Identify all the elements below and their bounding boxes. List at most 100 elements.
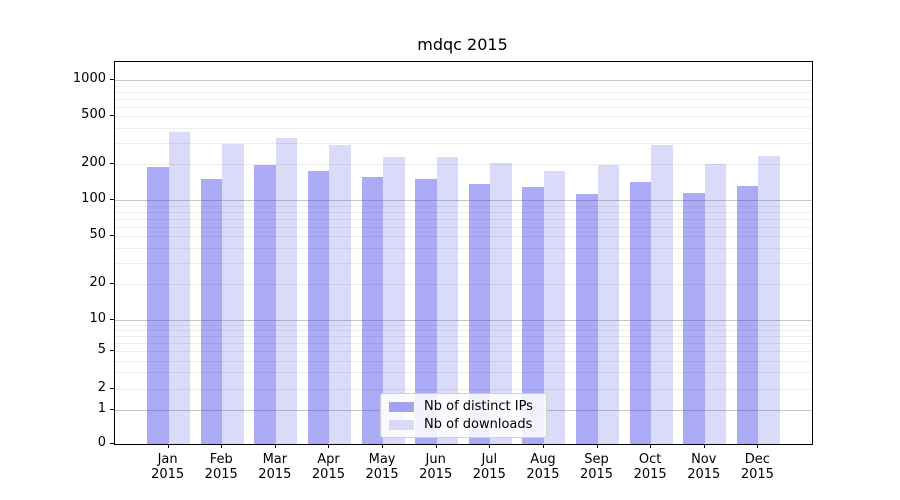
bar-distinct-ips-jan — [147, 166, 169, 444]
x-tick-mark — [596, 444, 598, 448]
bar-distinct-ips-feb — [200, 179, 223, 444]
y-tick-label: 1000 — [72, 71, 106, 87]
x-tick-year: 2015 — [151, 467, 185, 482]
x-tick-label-oct: Oct 2015 — [620, 452, 680, 482]
bar-downloads-dec — [758, 155, 780, 444]
minor-gridline — [115, 218, 812, 220]
x-tick-month: Dec — [744, 452, 770, 467]
bar-distinct-ips-jul — [468, 183, 491, 444]
y-tick-mark — [110, 163, 114, 165]
x-tick-month: Jun — [425, 452, 446, 467]
y-tick-label: 2 — [97, 380, 106, 395]
minor-gridline — [115, 389, 812, 390]
x-tick-month: Jul — [481, 452, 498, 467]
minor-gridline — [115, 106, 812, 108]
x-tick-mark — [489, 444, 491, 448]
minor-gridline — [115, 283, 812, 285]
y-tick-label: 100 — [81, 191, 106, 207]
minor-gridline — [115, 92, 812, 93]
minor-gridline — [115, 343, 812, 345]
legend-row: Nb of distinct IPs — [389, 399, 538, 414]
x-tick-mark — [542, 444, 544, 448]
y-tick-mark — [110, 199, 114, 201]
minor-gridline — [115, 336, 812, 338]
minor-gridline — [115, 324, 812, 326]
x-tick-label-nov: Nov 2015 — [674, 452, 734, 482]
bar-distinct-ips-nov — [683, 192, 705, 444]
legend-row: Nb of downloads — [389, 417, 538, 432]
x-tick-mark — [435, 444, 437, 448]
y-tick-label: 0 — [97, 435, 106, 450]
minor-gridline — [115, 247, 812, 249]
minor-gridline — [115, 211, 812, 213]
y-tick-label: 1 — [97, 401, 106, 416]
x-tick-year: 2015 — [740, 467, 774, 482]
x-tick-year: 2015 — [472, 467, 506, 482]
x-tick-year: 2015 — [258, 467, 292, 482]
plot-area — [114, 61, 813, 445]
bar-downloads-sep — [597, 164, 620, 444]
x-tick-month: May — [368, 452, 396, 467]
x-tick-year: 2015 — [687, 467, 721, 482]
x-tick-month: Mar — [262, 452, 288, 467]
y-tick-label: 50 — [89, 227, 106, 243]
bar-distinct-ips-sep — [576, 194, 598, 444]
x-tick-year: 2015 — [365, 467, 399, 482]
legend-label: Nb of downloads — [424, 417, 533, 432]
bar-downloads-jan — [168, 131, 191, 444]
bar-distinct-ips-oct — [629, 181, 652, 444]
x-tick-label-jun: Jun 2015 — [406, 452, 466, 482]
x-tick-label-jan: Jan 2015 — [138, 452, 198, 482]
x-tick-mark — [221, 444, 223, 448]
minor-gridline — [115, 164, 812, 166]
bar-distinct-ips-may — [361, 177, 384, 444]
y-tick-mark — [110, 409, 114, 410]
bar-distinct-ips-mar — [254, 164, 276, 444]
x-tick-year: 2015 — [419, 467, 453, 482]
x-tick-label-jul: Jul 2015 — [459, 452, 519, 482]
x-tick-label-may: May 2015 — [352, 452, 412, 482]
y-tick-label: 500 — [81, 107, 106, 123]
x-tick-year: 2015 — [311, 467, 345, 482]
minor-gridline — [115, 143, 812, 145]
x-tick-label-dec: Dec 2015 — [727, 452, 787, 482]
y-tick-mark — [110, 79, 114, 81]
x-tick-label-apr: Apr 2015 — [298, 452, 358, 482]
bar-downloads-mar — [275, 138, 298, 444]
legend: Nb of distinct IPs Nb of downloads — [380, 393, 547, 438]
bar-downloads-feb — [222, 144, 244, 444]
legend-label: Nb of distinct IPs — [424, 399, 533, 414]
x-tick-label-mar: Mar 2015 — [245, 452, 305, 482]
bar-downloads-nov — [704, 163, 727, 444]
x-tick-mark — [328, 444, 330, 448]
x-tick-month: Oct — [638, 452, 662, 467]
x-tick-month: Apr — [317, 452, 340, 467]
bar-distinct-ips-jun — [415, 179, 437, 444]
x-tick-month: Aug — [530, 452, 556, 467]
bar-distinct-ips-aug — [522, 187, 544, 444]
x-tick-mark — [757, 444, 759, 448]
y-tick-mark — [110, 350, 114, 352]
bar-distinct-ips-apr — [307, 170, 330, 444]
minor-gridline — [115, 236, 812, 238]
x-tick-month: Jan — [157, 452, 178, 467]
x-tick-month: Feb — [209, 452, 233, 467]
minor-gridline — [115, 360, 812, 362]
y-tick-mark — [110, 319, 114, 320]
y-tick-mark — [110, 235, 114, 237]
major-gridline — [115, 320, 812, 321]
x-tick-mark — [703, 444, 705, 448]
x-tick-mark — [382, 444, 384, 448]
x-tick-year: 2015 — [633, 467, 667, 482]
x-tick-label-sep: Sep 2015 — [567, 452, 627, 482]
y-tick-mark — [110, 282, 114, 284]
y-tick-label: 20 — [89, 274, 106, 290]
x-tick-year: 2015 — [579, 467, 614, 482]
minor-gridline — [115, 262, 812, 264]
y-tick-label: 200 — [81, 155, 106, 171]
minor-gridline — [115, 351, 812, 353]
y-tick-label: 5 — [97, 342, 106, 358]
y-tick-mark — [110, 443, 114, 444]
legend-swatch-downloads — [389, 419, 414, 430]
